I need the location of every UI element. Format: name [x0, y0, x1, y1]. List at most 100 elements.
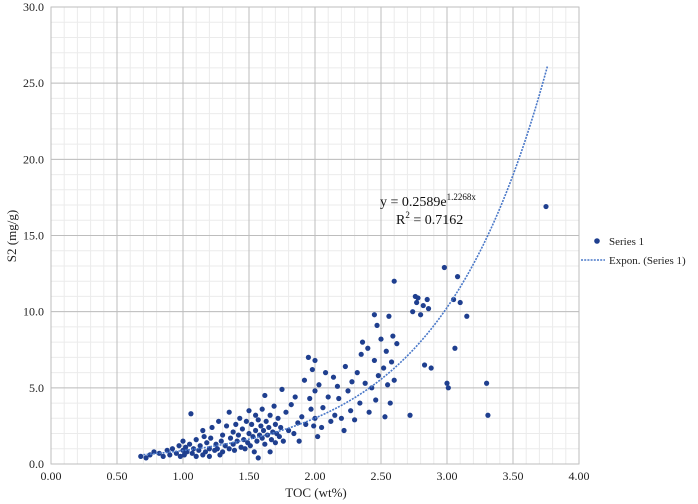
data-point: [390, 333, 396, 339]
data-point: [354, 370, 360, 376]
data-point: [237, 415, 243, 421]
data-point: [378, 336, 384, 342]
data-point: [200, 427, 206, 434]
data-point: [445, 385, 451, 391]
data-point: [255, 455, 261, 461]
data-point: [334, 383, 341, 389]
data-point: [278, 424, 284, 431]
data-point: [177, 453, 183, 459]
data-point: [388, 359, 395, 365]
data-point: [332, 412, 338, 418]
r-squared-exponent: 2: [405, 210, 410, 220]
data-point: [214, 446, 220, 452]
x-axis-tick-labels: 0.00 0.50 1.00 1.50 2.00 2.50 3.00 3.50 4.00: [41, 469, 590, 483]
data-point: [239, 426, 245, 432]
x-tick-label: 0.50: [107, 469, 128, 483]
data-point: [358, 351, 364, 357]
data-point: [295, 420, 301, 426]
y-tick-label: 25.0: [23, 76, 44, 90]
data-point: [280, 438, 286, 444]
data-point: [299, 414, 305, 420]
data-point: [420, 302, 426, 309]
data-point: [328, 418, 334, 424]
y-tick-label: 15.0: [23, 229, 44, 243]
data-point: [230, 429, 236, 435]
r-squared: R2 = 0.7162: [396, 210, 463, 228]
data-point: [348, 408, 354, 414]
data-point: [243, 418, 249, 424]
data-point: [138, 453, 144, 459]
data-point: [208, 435, 214, 441]
data-point: [381, 365, 387, 371]
data-point: [271, 403, 277, 409]
data-point: [206, 453, 212, 459]
data-point: [484, 380, 490, 386]
legend-marker-series-1: [594, 238, 600, 244]
x-tick-label: 2.50: [371, 469, 392, 483]
data-point: [338, 415, 344, 421]
data-point: [266, 424, 272, 431]
data-point: [341, 427, 347, 434]
data-point: [267, 412, 273, 418]
data-point: [220, 432, 226, 438]
data-point: [209, 424, 215, 431]
data-point: [391, 278, 397, 284]
y-axis-tick-labels: 0.0 5.0 10.0 15.0 20.0 25.0 30.0: [23, 0, 44, 471]
data-point: [464, 313, 470, 319]
data-point: [259, 406, 265, 412]
data-point: [312, 388, 318, 394]
data-point: [366, 409, 372, 415]
data-point: [193, 437, 199, 443]
data-point: [415, 295, 421, 301]
data-point: [227, 435, 234, 441]
data-point: [312, 357, 318, 364]
data-point: [373, 397, 379, 403]
data-point: [387, 400, 393, 406]
data-point: [204, 440, 210, 446]
legend-label-series-1: Series 1: [609, 236, 644, 248]
data-point: [410, 309, 416, 315]
trend-equation: y = 0.2589e1.2268x: [380, 192, 476, 210]
data-point: [394, 341, 400, 347]
data-point: [371, 312, 377, 318]
data-point: [238, 444, 244, 450]
data-point: [187, 441, 193, 447]
data-point: [189, 450, 195, 456]
data-point: [272, 421, 278, 427]
data-point: [421, 362, 428, 368]
data-point: [226, 446, 232, 452]
data-point: [218, 438, 224, 444]
data-point: [235, 432, 242, 438]
data-point: [325, 394, 331, 400]
data-point: [454, 274, 461, 280]
data-point: [246, 430, 252, 437]
data-point: [275, 415, 281, 421]
data-point: [383, 348, 389, 354]
data-point: [180, 438, 186, 444]
data-point: [167, 452, 173, 458]
data-point: [391, 377, 397, 383]
data-point: [231, 447, 238, 453]
x-tick-label: 1.00: [173, 469, 194, 483]
y-tick-label: 10.0: [23, 305, 44, 319]
data-point: [407, 412, 413, 418]
data-point: [193, 453, 199, 459]
exponential-trendline: [143, 66, 549, 456]
data-point: [424, 296, 430, 303]
data-point: [382, 414, 388, 420]
data-point: [345, 388, 351, 394]
data-point: [216, 418, 222, 424]
data-point: [365, 345, 371, 351]
data-point: [311, 423, 317, 429]
data-point: [385, 382, 391, 388]
data-point: [286, 427, 292, 434]
data-point: [359, 339, 366, 345]
x-tick-label: 4.00: [569, 469, 590, 483]
x-tick-label: 3.50: [503, 469, 524, 483]
data-point: [485, 412, 491, 418]
data-point: [452, 345, 458, 351]
data-point: [288, 401, 294, 408]
data-point: [309, 366, 315, 373]
data-point: [260, 427, 267, 434]
data-point: [457, 299, 463, 306]
